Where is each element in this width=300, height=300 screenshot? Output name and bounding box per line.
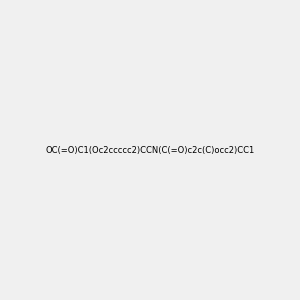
- Text: OC(=O)C1(Oc2ccccc2)CCN(C(=O)c2c(C)occ2)CC1: OC(=O)C1(Oc2ccccc2)CCN(C(=O)c2c(C)occ2)C…: [45, 146, 255, 154]
